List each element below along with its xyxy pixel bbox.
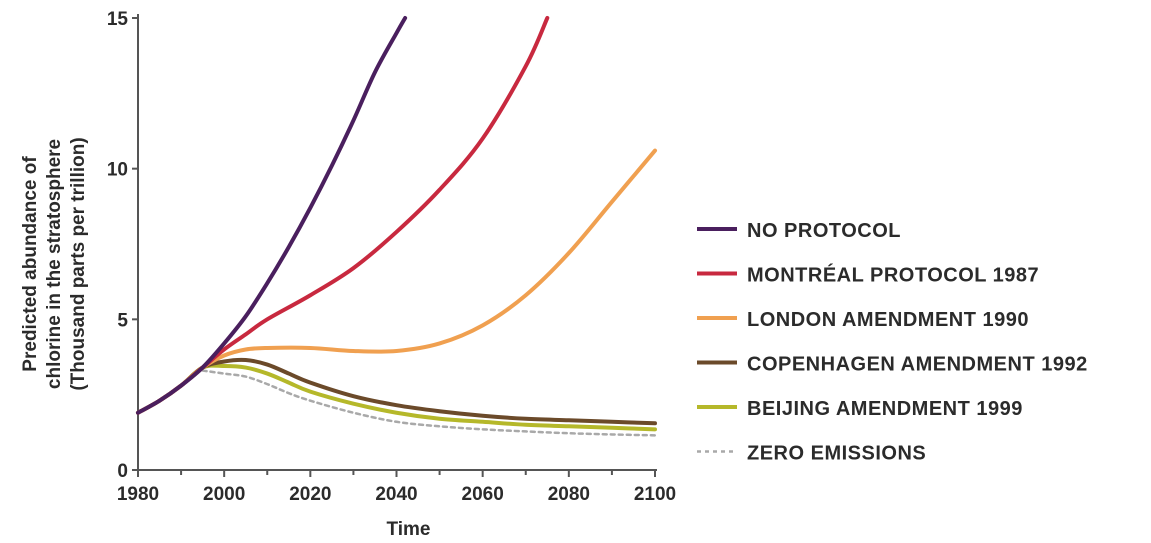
legend-label: ZERO EMISSIONS	[747, 443, 926, 465]
series-layer	[136, 16, 657, 437]
y-tick-label: 10	[107, 160, 128, 181]
legend-item-zero-emissions: ZERO EMISSIONS	[697, 443, 926, 465]
x-tick-label: 2060	[462, 484, 504, 505]
legend-item-london-amendment-1990: LONDON AMENDMENT 1990	[697, 309, 1029, 331]
x-tick-label: 2100	[634, 484, 676, 505]
legend-item-copenhagen-amendment-1992: COPENHAGEN AMENDMENT 1992	[697, 354, 1088, 376]
series-line-montr-al-protocol-1987	[136, 16, 550, 415]
x-tick-label: 2020	[289, 484, 331, 505]
series-line-zero-emissions	[201, 369, 657, 437]
y-tick-label: 5	[117, 310, 128, 331]
x-tick-label: 2080	[548, 484, 590, 505]
legend-item-montr-al-protocol-1987: MONTRÉAL PROTOCOL 1987	[697, 264, 1039, 287]
legend-item-no-protocol: NO PROTOCOL	[697, 220, 901, 242]
legend-item-beijing-amendment-1999: BEIJING AMENDMENT 1999	[697, 398, 1023, 420]
series-line-london-amendment-1990	[136, 148, 657, 415]
x-tick-label: 2040	[375, 484, 417, 505]
axes: 0 5 10 15 1980 2000 2020 2040 2060 2080 2100 Time Pr…	[20, 9, 676, 540]
y-tick-label: 0	[117, 461, 128, 482]
y-axis-title-line: chlorine in the stratosphere	[44, 139, 65, 389]
legend-label: BEIJING AMENDMENT 1999	[747, 398, 1023, 420]
legend-label: MONTRÉAL PROTOCOL 1987	[747, 264, 1039, 287]
y-tick-label: 15	[107, 9, 129, 30]
legend-label: COPENHAGEN AMENDMENT 1992	[747, 354, 1088, 376]
series-line-no-protocol	[136, 16, 408, 415]
legend-label: LONDON AMENDMENT 1990	[747, 309, 1029, 331]
x-axis-title: Time	[386, 519, 430, 540]
y-axis-title-line: (Thousand parts per trillion)	[68, 137, 89, 390]
y-axis-title-line: Predicted abundance of	[20, 156, 41, 372]
x-tick-label: 2000	[203, 484, 245, 505]
y-axis-title: Predicted abundance of chlorine in the st…	[20, 137, 89, 390]
x-tick-label: 1980	[117, 484, 159, 505]
legend: NO PROTOCOL MONTRÉAL PROTOCOL 1987 LONDON …	[697, 220, 1088, 465]
legend-label: NO PROTOCOL	[747, 220, 901, 242]
